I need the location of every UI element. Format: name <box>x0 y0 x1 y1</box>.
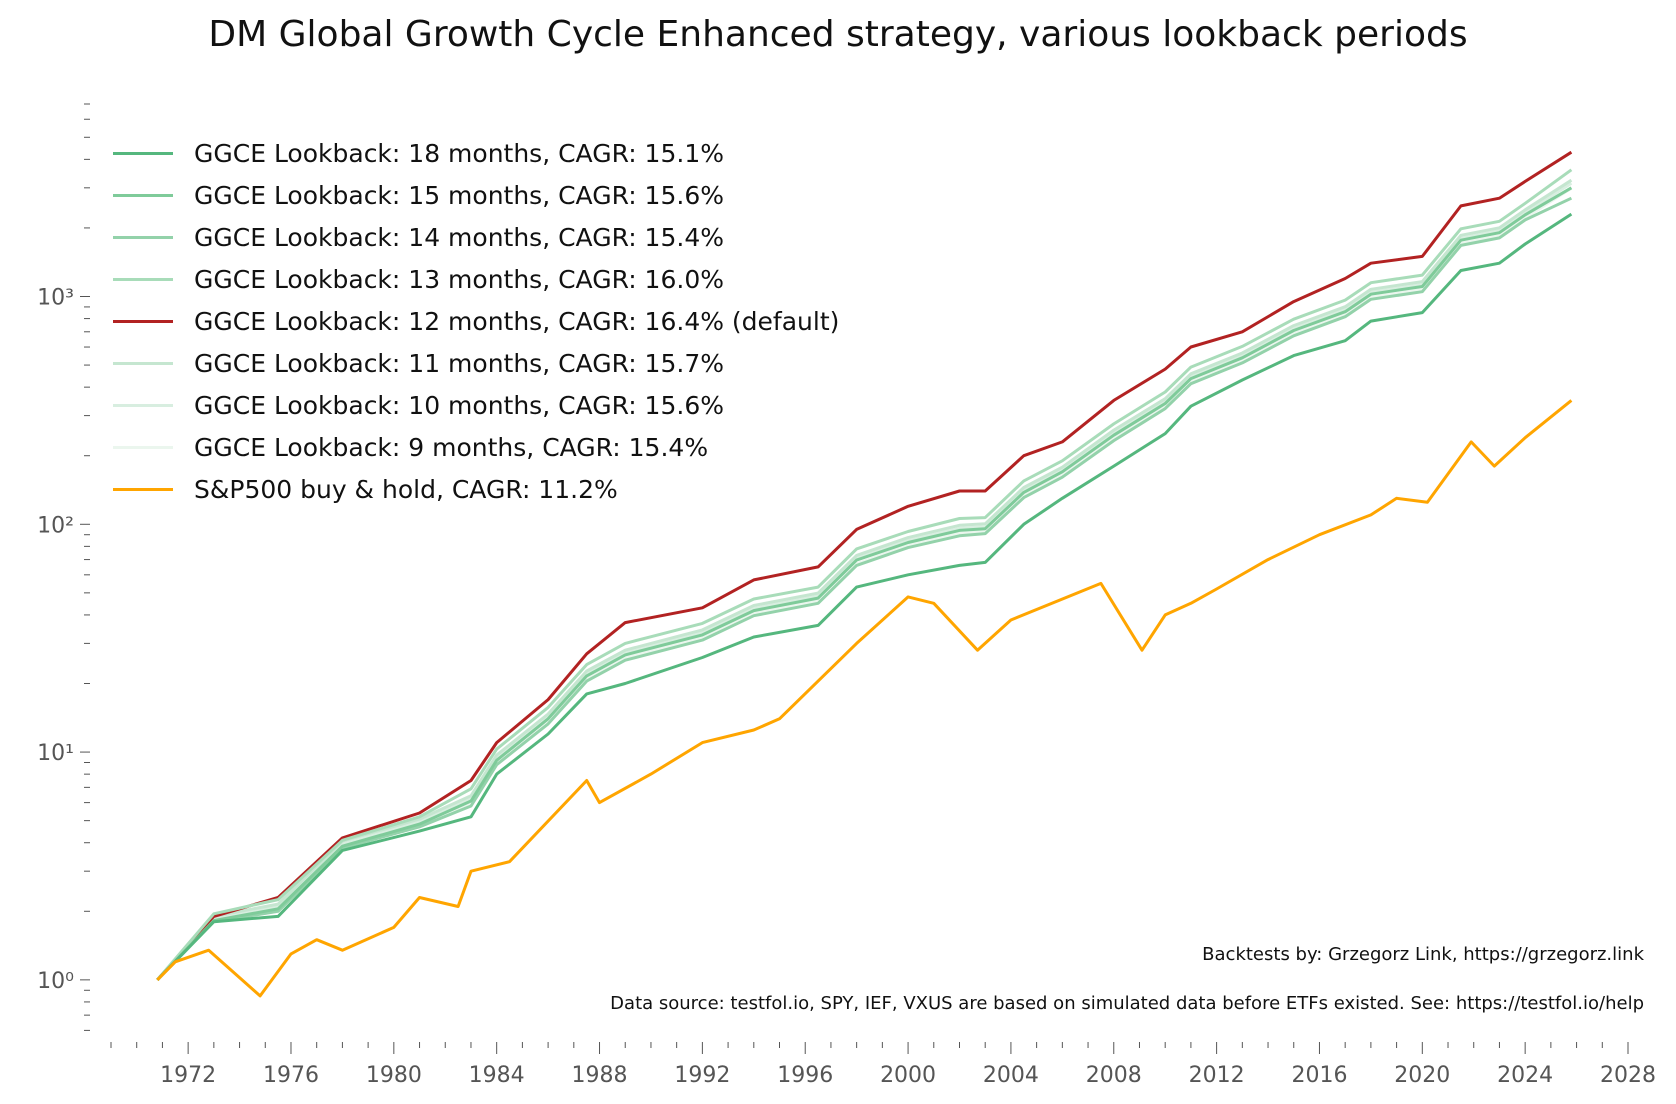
series-line-4 <box>156 168 1573 981</box>
x-tick-label: 1992 <box>674 1063 730 1088</box>
legend-label: GGCE Lookback: 14 months, CAGR: 15.4% <box>194 222 724 252</box>
x-tick-label: 2016 <box>1291 1063 1347 1088</box>
y-tick-label: 10² <box>37 513 74 538</box>
x-tick-label: 2024 <box>1497 1063 1553 1088</box>
legend-label: GGCE Lookback: 11 months, CAGR: 15.7% <box>194 348 724 378</box>
legend: GGCE Lookback: 18 months, CAGR: 15.1% GGC… <box>113 132 839 510</box>
y-tick-label: 10⁰ <box>37 969 74 994</box>
legend-label: GGCE Lookback: 12 months, CAGR: 16.4% (d… <box>194 306 840 336</box>
legend-item: GGCE Lookback: 10 months, CAGR: 15.6% <box>113 384 839 426</box>
series-line-6 <box>156 186 1573 981</box>
series-line-8 <box>156 399 1573 998</box>
x-tick-label: 1984 <box>469 1063 525 1088</box>
x-tick-label: 1996 <box>777 1063 833 1088</box>
legend-swatch <box>113 445 173 449</box>
legend-item: GGCE Lookback: 15 months, CAGR: 15.6% <box>113 174 839 216</box>
series-line-7 <box>156 212 1573 981</box>
x-tick-label: 2004 <box>983 1063 1039 1088</box>
x-tick-label: 1980 <box>366 1063 422 1088</box>
legend-swatch <box>113 361 173 365</box>
legend-swatch <box>113 193 173 197</box>
x-tick-label: 1988 <box>572 1063 628 1088</box>
x-tick-label: 2028 <box>1600 1063 1656 1088</box>
x-tick-label: 2008 <box>1086 1063 1142 1088</box>
x-tick-label: 2000 <box>880 1063 936 1088</box>
legend-label: GGCE Lookback: 9 months, CAGR: 15.4% <box>194 432 709 462</box>
chart-title: DM Global Growth Cycle Enhanced strategy… <box>208 14 1468 55</box>
legend-swatch <box>113 277 173 281</box>
legend-label: GGCE Lookback: 18 months, CAGR: 15.1% <box>194 138 724 168</box>
legend-item: GGCE Lookback: 9 months, CAGR: 15.4% <box>113 426 839 468</box>
legend-swatch <box>113 487 173 491</box>
series-line-2 <box>156 178 1573 981</box>
legend-item: GGCE Lookback: 18 months, CAGR: 15.1% <box>113 132 839 174</box>
credit-annotation: Backtests by: Grzegorz Link, https://grz… <box>1202 944 1644 965</box>
y-tick-label: 10¹ <box>37 741 74 766</box>
legend-item: GGCE Lookback: 11 months, CAGR: 15.7% <box>113 342 839 384</box>
legend-item: GGCE Lookback: 13 months, CAGR: 16.0% <box>113 258 839 300</box>
legend-label: GGCE Lookback: 13 months, CAGR: 16.0% <box>194 264 724 294</box>
y-tick-label: 10³ <box>37 286 74 311</box>
source-annotation: Data source: testfol.io, SPY, IEF, VXUS … <box>610 993 1644 1014</box>
legend-label: GGCE Lookback: 15 months, CAGR: 15.6% <box>194 180 724 210</box>
series-line-3 <box>156 150 1573 981</box>
legend-swatch <box>113 235 173 239</box>
x-tick-label: 2020 <box>1394 1063 1450 1088</box>
x-tick-label: 2012 <box>1189 1063 1245 1088</box>
legend-swatch <box>113 319 173 323</box>
legend-swatch <box>113 403 173 407</box>
series-line-5 <box>156 196 1573 981</box>
legend-label: S&P500 buy & hold, CAGR: 11.2% <box>194 474 618 504</box>
legend-item: GGCE Lookback: 14 months, CAGR: 15.4% <box>113 216 839 258</box>
legend-swatch <box>113 151 173 155</box>
legend-label: GGCE Lookback: 10 months, CAGR: 15.6% <box>194 390 724 420</box>
x-tick-label: 1976 <box>263 1063 319 1088</box>
legend-item: S&P500 buy & hold, CAGR: 11.2% <box>113 468 839 510</box>
x-tick-label: 1972 <box>160 1063 216 1088</box>
legend-item: GGCE Lookback: 12 months, CAGR: 16.4% (d… <box>113 300 839 342</box>
